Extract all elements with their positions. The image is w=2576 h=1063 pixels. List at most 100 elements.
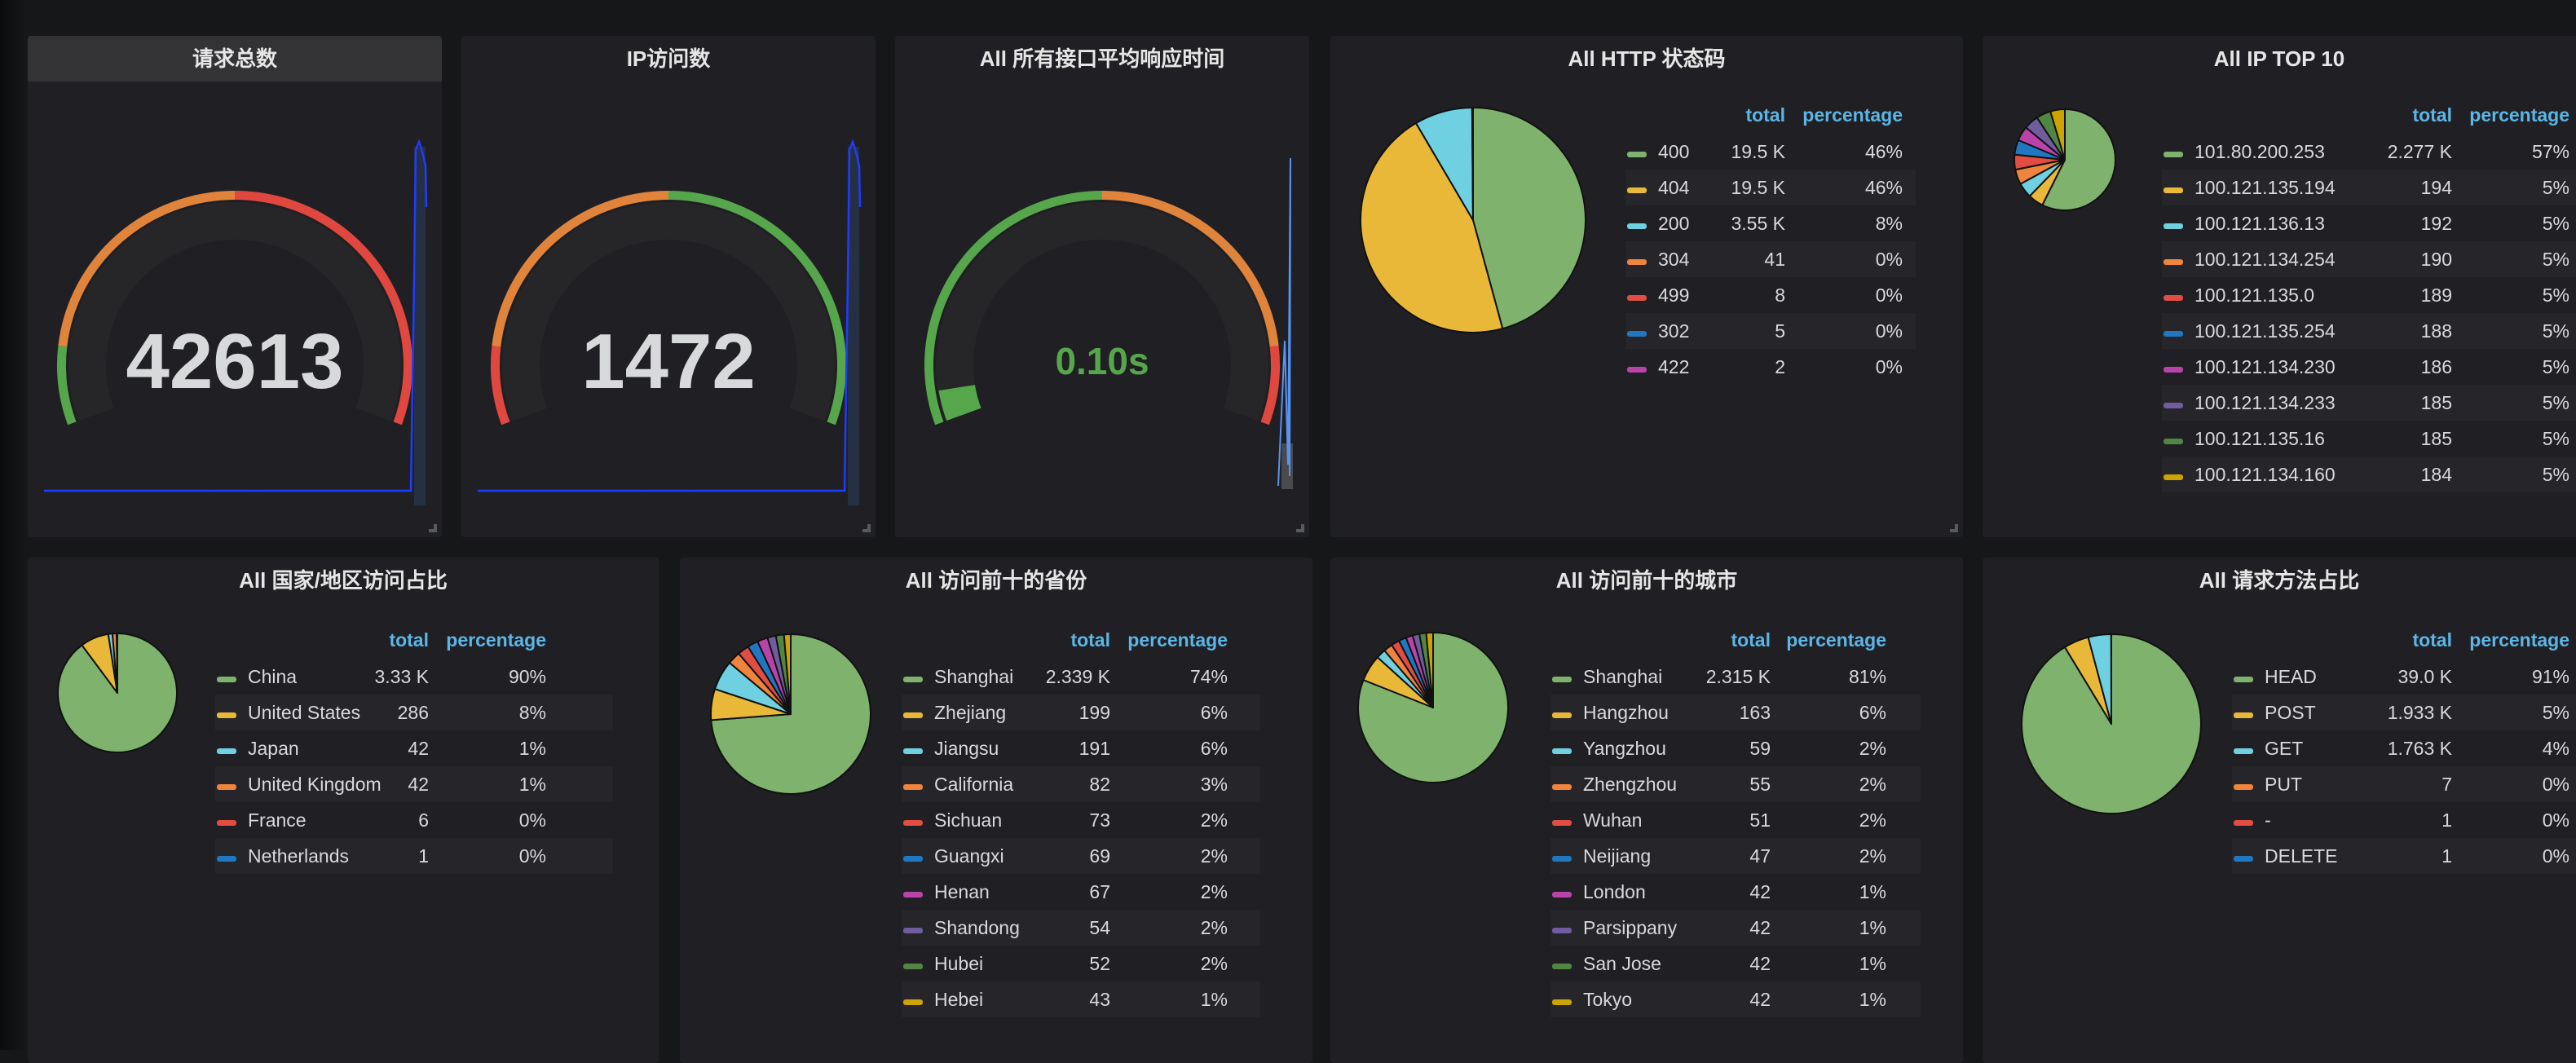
legend-label[interactable]: San Jose <box>1583 953 1661 975</box>
legend-label[interactable]: Hubei <box>934 953 983 975</box>
legend-color-swatch-icon[interactable] <box>903 712 923 718</box>
legend-label[interactable]: France <box>248 809 307 831</box>
legend-label[interactable]: Parsippany <box>1583 917 1677 939</box>
legend-color-swatch-icon[interactable] <box>2164 259 2183 265</box>
legend-color-swatch-icon[interactable] <box>1552 748 1572 754</box>
legend-color-swatch-icon[interactable] <box>2234 820 2253 826</box>
legend-label[interactable]: Shanghai <box>934 666 1013 688</box>
legend-label[interactable]: HEAD <box>2265 666 2317 688</box>
legend-label[interactable]: Japan <box>248 738 299 760</box>
legend-label[interactable]: United Kingdom <box>248 774 382 796</box>
legend-label[interactable]: Hangzhou <box>1583 702 1669 724</box>
gauge-panel-total-requests[interactable]: 请求总数 42613 <box>28 36 442 537</box>
legend-color-swatch-icon[interactable] <box>1552 928 1572 933</box>
legend-label[interactable]: 422 <box>1658 356 1689 378</box>
legend-label[interactable]: California <box>934 774 1013 796</box>
legend-label[interactable]: DELETE <box>2265 845 2337 867</box>
legend-label[interactable]: Tokyo <box>1583 989 1632 1011</box>
legend-color-swatch-icon[interactable] <box>1552 712 1572 718</box>
legend-color-swatch-icon[interactable] <box>2164 367 2183 373</box>
legend-color-swatch-icon[interactable] <box>1627 259 1647 265</box>
legend-color-swatch-icon[interactable] <box>903 748 923 754</box>
legend-color-swatch-icon[interactable] <box>1552 964 1572 969</box>
legend-color-swatch-icon[interactable] <box>2234 784 2253 790</box>
legend-color-swatch-icon[interactable] <box>1627 223 1647 229</box>
legend-color-swatch-icon[interactable] <box>2164 187 2183 193</box>
legend-color-swatch-icon[interactable] <box>903 677 923 682</box>
legend-header-percentage[interactable]: percentage <box>2469 629 2569 651</box>
legend-label[interactable]: Zhengzhou <box>1583 774 1677 796</box>
legend-color-swatch-icon[interactable] <box>1552 892 1572 898</box>
legend-color-swatch-icon[interactable] <box>1627 367 1647 373</box>
legend-header-percentage[interactable]: percentage <box>446 629 546 651</box>
legend-color-swatch-icon[interactable] <box>217 748 236 754</box>
legend-color-swatch-icon[interactable] <box>903 820 923 826</box>
legend-label[interactable]: United States <box>248 702 360 724</box>
legend-color-swatch-icon[interactable] <box>903 964 923 969</box>
legend-label[interactable]: 302 <box>1658 320 1689 342</box>
legend-label[interactable]: 100.121.135.194 <box>2194 177 2336 199</box>
legend-label[interactable]: 101.80.200.253 <box>2194 141 2325 163</box>
legend-label[interactable]: 100.121.135.254 <box>2194 320 2336 342</box>
legend-header-total[interactable]: total <box>1731 629 1771 651</box>
legend-color-swatch-icon[interactable] <box>2164 474 2183 480</box>
legend-header-percentage[interactable]: percentage <box>2469 104 2569 126</box>
legend-color-swatch-icon[interactable] <box>2164 439 2183 444</box>
resize-handle-icon[interactable] <box>429 524 437 532</box>
legend-label[interactable]: 100.121.134.233 <box>2194 392 2336 414</box>
legend-header-total[interactable]: total <box>1070 629 1110 651</box>
legend-color-swatch-icon[interactable] <box>217 784 236 790</box>
legend-header-percentage[interactable]: percentage <box>1802 104 1903 126</box>
legend-color-swatch-icon[interactable] <box>1627 152 1647 157</box>
legend-label[interactable]: Neijiang <box>1583 845 1651 867</box>
legend-label[interactable]: 100.121.135.0 <box>2194 284 2314 307</box>
legend-label[interactable]: China <box>248 666 297 688</box>
legend-label[interactable]: 100.121.134.254 <box>2194 249 2336 271</box>
resize-handle-icon[interactable] <box>1950 524 1958 532</box>
legend-color-swatch-icon[interactable] <box>903 856 923 862</box>
legend-label[interactable]: 100.121.135.16 <box>2194 428 2325 450</box>
legend-color-swatch-icon[interactable] <box>2234 856 2253 862</box>
legend-color-swatch-icon[interactable] <box>903 784 923 790</box>
legend-color-swatch-icon[interactable] <box>2234 712 2253 718</box>
legend-color-swatch-icon[interactable] <box>903 892 923 898</box>
legend-color-swatch-icon[interactable] <box>1627 187 1647 193</box>
legend-label[interactable]: 499 <box>1658 284 1689 307</box>
legend-color-swatch-icon[interactable] <box>217 712 236 718</box>
legend-header-percentage[interactable]: percentage <box>1127 629 1228 651</box>
legend-label[interactable]: Shandong <box>934 917 1020 939</box>
